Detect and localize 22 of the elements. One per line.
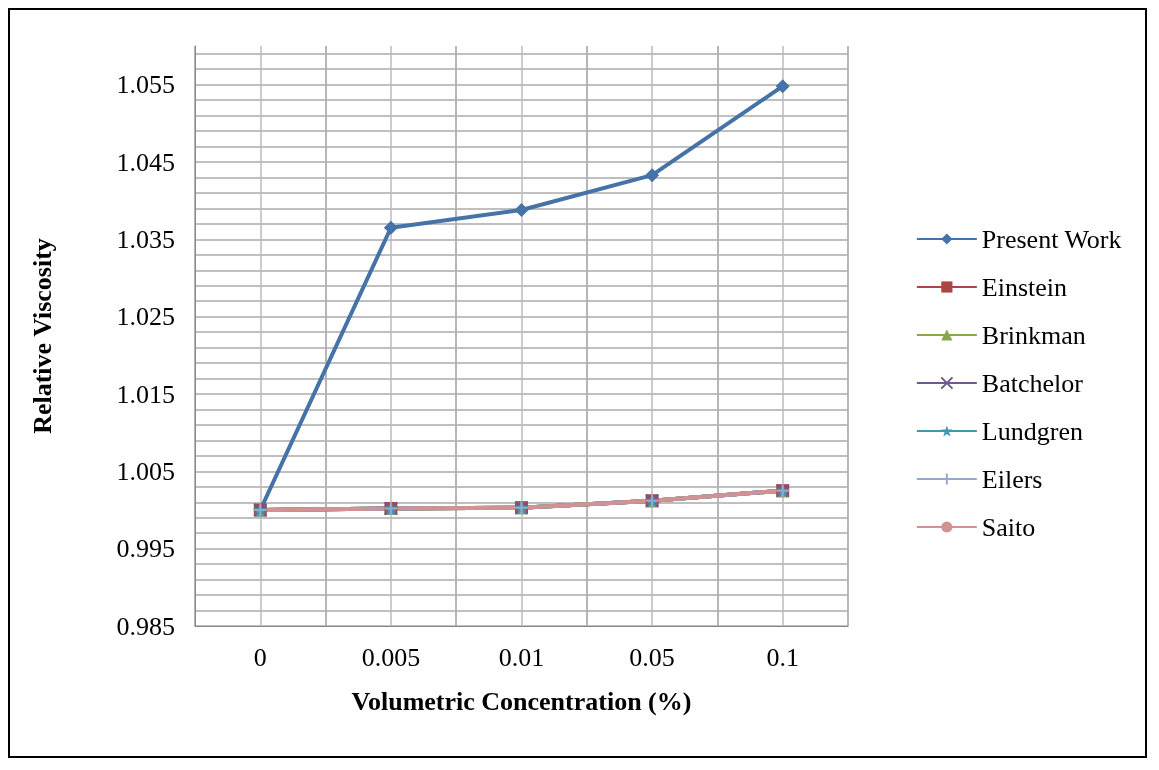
y-tick-label: 1.045: [116, 147, 175, 177]
legend-label: Brinkman: [981, 320, 1086, 350]
x-tick-label: 0.05: [629, 642, 675, 672]
y-tick-label: 0.995: [116, 534, 175, 564]
y-tick-label: 0.985: [116, 611, 175, 641]
x-tick-label: 0.1: [766, 642, 799, 672]
x-tick-label: 0.01: [498, 642, 545, 672]
legend-label: Batchelor: [981, 368, 1084, 398]
y-tick-label: 1.015: [116, 379, 175, 409]
x-tick-label: 0: [253, 642, 267, 672]
legend-label: Lundgren: [981, 416, 1083, 446]
y-tick-label: 1.055: [116, 70, 175, 100]
legend-label: Eilers: [981, 464, 1043, 494]
y-axis-title: Relative Viscosity: [27, 238, 57, 434]
y-tick-label: 1.025: [116, 302, 175, 332]
y-tick-label: 1.035: [116, 224, 175, 254]
x-axis-title: Volumetric Concentration (%): [351, 686, 692, 716]
legend-label: Present Work: [981, 224, 1122, 254]
y-tick-label: 1.005: [116, 456, 175, 486]
legend-label: Saito: [981, 512, 1036, 542]
x-tick-label: 0.005: [361, 642, 421, 672]
legend-label: Einstein: [981, 272, 1068, 302]
